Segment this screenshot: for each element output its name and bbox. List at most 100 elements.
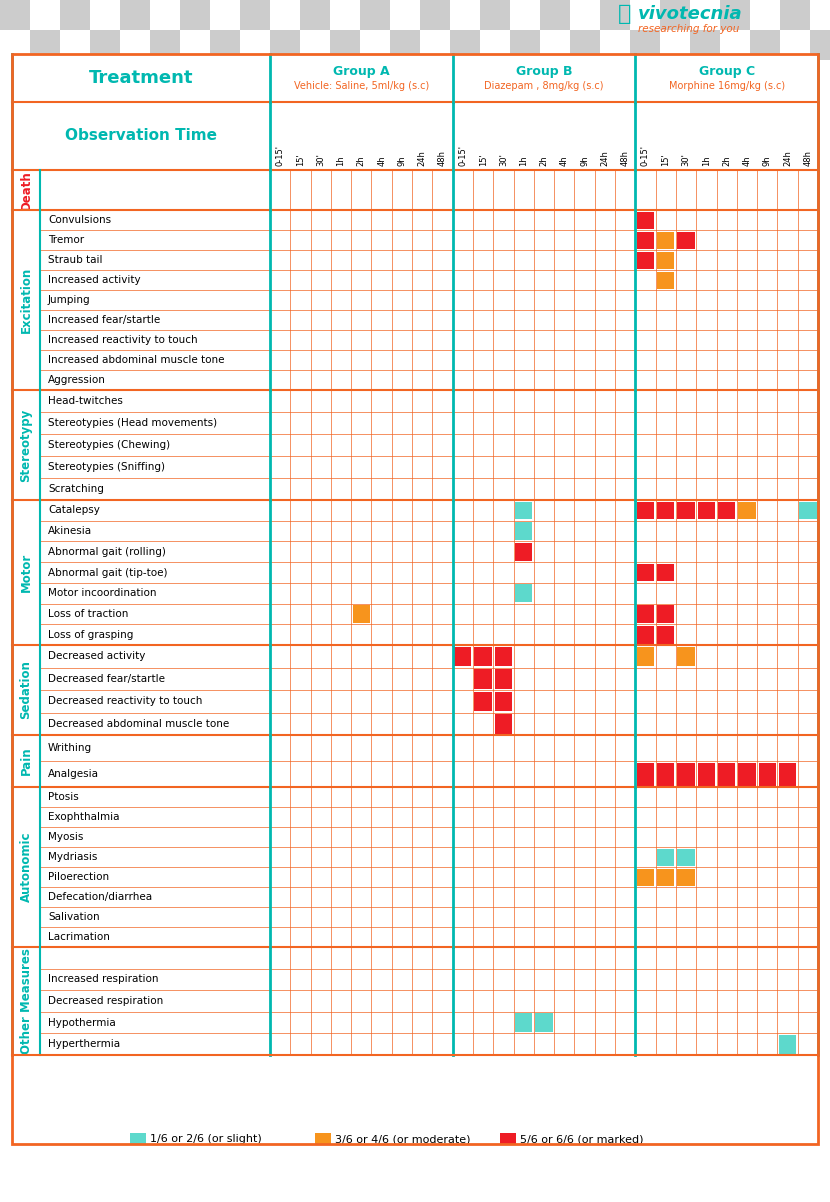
Text: Tremor: Tremor — [48, 236, 84, 245]
Bar — [180, 0, 210, 30]
Text: 1h: 1h — [702, 155, 710, 166]
Bar — [698, 762, 715, 785]
Bar — [657, 251, 675, 268]
Bar — [739, 762, 755, 785]
Bar — [677, 501, 695, 519]
Text: 1h: 1h — [520, 155, 528, 166]
Text: Mydriasis: Mydriasis — [48, 852, 97, 862]
Bar — [780, 0, 810, 30]
Text: Other Measures: Other Measures — [19, 948, 32, 1054]
Text: Pain: Pain — [19, 746, 32, 775]
Text: Analgesia: Analgesia — [48, 769, 99, 779]
Text: Sedation: Sedation — [19, 661, 32, 720]
Bar — [657, 869, 675, 886]
Text: 48h: 48h — [438, 150, 447, 166]
Bar — [657, 849, 675, 865]
Text: 5/6 or 6/6 (or marked): 5/6 or 6/6 (or marked) — [520, 1133, 643, 1144]
Text: Writhing: Writhing — [48, 743, 92, 752]
Text: Decreased fear/startle: Decreased fear/startle — [48, 674, 165, 684]
Text: 30': 30' — [499, 153, 508, 166]
Bar — [475, 691, 491, 712]
Bar — [495, 670, 512, 689]
Text: Piloerection: Piloerection — [48, 871, 109, 882]
Bar — [759, 762, 776, 785]
Text: Myosis: Myosis — [48, 832, 83, 841]
Bar — [12, 645, 818, 734]
Bar — [570, 30, 600, 60]
Bar — [779, 1035, 796, 1053]
Bar — [637, 564, 654, 582]
Text: Excitation: Excitation — [19, 267, 32, 333]
Text: Exophthalmia: Exophthalmia — [48, 813, 120, 822]
Text: Group B: Group B — [515, 65, 572, 77]
Text: Scratching: Scratching — [48, 484, 104, 494]
Bar — [657, 762, 675, 785]
Bar — [779, 762, 796, 785]
Text: 3/6 or 4/6 (or moderate): 3/6 or 4/6 (or moderate) — [335, 1133, 471, 1144]
Bar — [657, 232, 675, 249]
Bar — [60, 0, 90, 30]
Bar — [718, 501, 735, 519]
Bar — [12, 947, 818, 1055]
Bar — [657, 605, 675, 623]
Text: Decreased respiration: Decreased respiration — [48, 996, 164, 1006]
Text: Loss of traction: Loss of traction — [48, 609, 129, 619]
Text: Increased reactivity to touch: Increased reactivity to touch — [48, 335, 198, 345]
Bar — [515, 501, 532, 519]
Bar — [0, 0, 830, 55]
Bar — [210, 30, 240, 60]
Bar — [637, 605, 654, 623]
Bar — [500, 1133, 516, 1146]
Bar — [510, 30, 540, 60]
Text: Autonomic: Autonomic — [19, 832, 32, 903]
Bar — [475, 647, 491, 666]
Text: 15': 15' — [662, 153, 671, 166]
Text: Stereotypies (Chewing): Stereotypies (Chewing) — [48, 440, 170, 450]
Text: Vehicle: Saline, 5ml/kg (s.c): Vehicle: Saline, 5ml/kg (s.c) — [294, 81, 429, 91]
Text: 15': 15' — [296, 153, 305, 166]
Text: 24h: 24h — [600, 150, 609, 166]
Text: 48h: 48h — [621, 150, 630, 166]
Bar — [739, 501, 755, 519]
Bar — [657, 564, 675, 582]
Text: 1/6 or 2/6 (or slight): 1/6 or 2/6 (or slight) — [150, 1133, 261, 1144]
Bar — [677, 647, 695, 666]
Bar — [637, 212, 654, 228]
Text: Catalepsy: Catalepsy — [48, 505, 100, 516]
Text: Abnormal gait (rolling): Abnormal gait (rolling) — [48, 547, 166, 557]
Bar — [120, 0, 150, 30]
Text: Ⓜ: Ⓜ — [618, 4, 632, 24]
Text: Aggression: Aggression — [48, 375, 106, 385]
Bar — [600, 0, 630, 30]
Text: Akinesia: Akinesia — [48, 526, 92, 536]
Text: 9h: 9h — [398, 155, 407, 166]
Text: Increased respiration: Increased respiration — [48, 975, 159, 984]
Bar — [12, 54, 818, 102]
Text: 1h: 1h — [336, 155, 345, 166]
Bar — [637, 762, 654, 785]
Bar — [12, 389, 818, 500]
Bar — [30, 30, 60, 60]
Text: Observation Time: Observation Time — [65, 129, 217, 143]
Text: Stereotypy: Stereotypy — [19, 409, 32, 482]
Text: Diazepam , 8mg/kg (s.c): Diazepam , 8mg/kg (s.c) — [484, 81, 603, 91]
Text: 4h: 4h — [559, 155, 569, 166]
Text: Group A: Group A — [333, 65, 389, 77]
Bar — [12, 787, 818, 947]
Text: Head-twitches: Head-twitches — [48, 395, 123, 406]
Bar — [698, 501, 715, 519]
Text: Motor: Motor — [19, 553, 32, 593]
Bar — [677, 762, 695, 785]
Text: Morphine 16mg/kg (s.c): Morphine 16mg/kg (s.c) — [669, 81, 784, 91]
Text: 24h: 24h — [783, 150, 792, 166]
Bar — [720, 0, 750, 30]
Bar — [454, 647, 471, 666]
Text: Decreased abdominal muscle tone: Decreased abdominal muscle tone — [48, 719, 229, 728]
Bar — [540, 0, 570, 30]
Bar — [240, 0, 270, 30]
Text: Group C: Group C — [699, 65, 754, 77]
Text: Convulsions: Convulsions — [48, 215, 111, 225]
Bar — [810, 30, 830, 60]
Bar — [12, 734, 818, 787]
Bar — [480, 0, 510, 30]
